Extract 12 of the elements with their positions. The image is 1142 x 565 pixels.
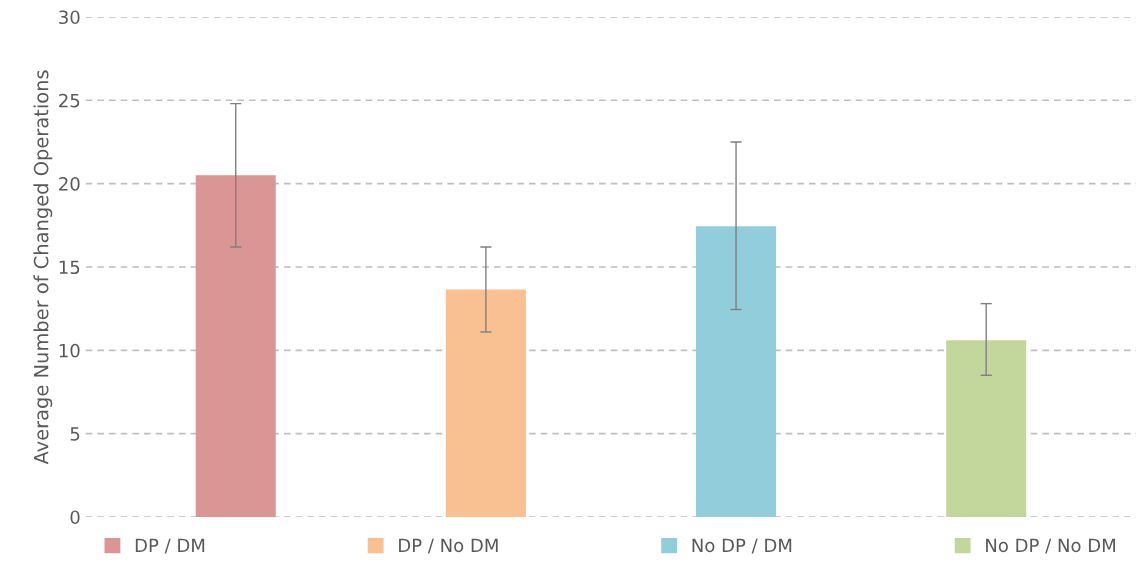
- y-tick-label: 0: [70, 510, 80, 525]
- legend-label: DP / DM: [135, 538, 205, 554]
- y-tick-label: 15: [59, 260, 80, 275]
- y-tick-label: 30: [59, 10, 80, 25]
- legend-label: No DP / DM: [692, 538, 792, 554]
- legend-label: DP / No DM: [399, 538, 498, 554]
- y-tick-label: 5: [70, 427, 80, 441]
- y-tick-label: 25: [59, 93, 80, 108]
- legend-label: No DP / No DM: [986, 538, 1115, 554]
- y-axis-title: Average Number of Changed Operations: [33, 70, 53, 465]
- y-tick-label: 20: [59, 177, 80, 191]
- y-tick-label: 10: [59, 343, 80, 358]
